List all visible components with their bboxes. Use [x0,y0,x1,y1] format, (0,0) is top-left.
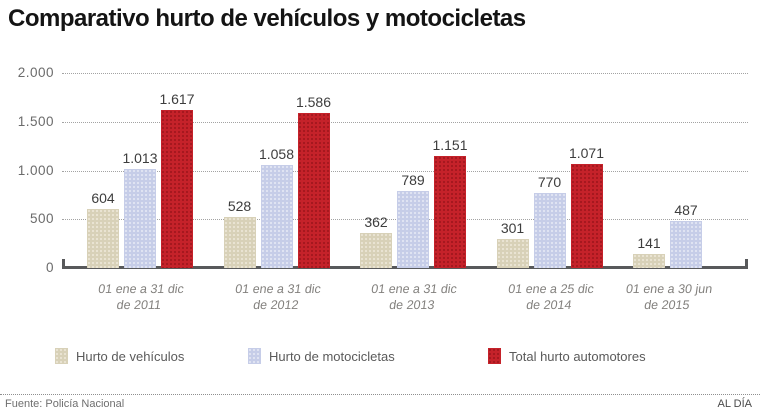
bar-value-label: 604 [91,190,115,207]
bar-vehiculos [496,238,529,268]
bar-value-label: 1.586 [295,94,332,111]
legend-label: Hurto de vehículos [76,348,185,364]
bar-total [297,113,330,268]
bar-vehiculos [360,232,392,268]
bar-vehiculos [223,216,256,268]
y-tick-label: 1.000 [17,162,54,178]
bar-total [570,163,603,268]
bar-total [161,110,193,268]
legend-swatch-vehiculos [55,348,68,364]
bar-vehiculos [87,209,119,268]
page-title: Comparativo hurto de vehículos y motocic… [8,5,526,32]
x-category-label: 01 ene a 31 dic de 2012 [233,282,322,312]
bar-value-label: 528 [227,197,252,214]
legend-item-motocicletas: Hurto de motocicletas [248,347,395,365]
bar-value-label: 789 [401,172,425,189]
gridline [62,121,748,123]
bar-motocicletas [670,220,702,268]
bar-vehiculos [633,254,665,268]
legend-label: Total hurto automotores [509,348,646,364]
bar-motocicletas [124,169,156,268]
bar-motocicletas [397,191,429,268]
legend-item-vehiculos: Hurto de vehículos [55,347,184,365]
x-category-label: 01 ene a 31 dic de 2011 [97,282,185,312]
y-tick-label: 1.500 [17,113,54,129]
bar-value-label: 1.071 [568,144,605,161]
footer-divider [0,394,760,395]
legend-swatch-motocicletas [248,348,261,364]
footer-source: Fuente: Policía Nacional [5,398,125,410]
bar-value-label: 301 [500,219,525,236]
bar-motocicletas [533,192,566,268]
y-tick-label: 0 [45,260,54,275]
bar-total [434,155,466,268]
legend-swatch-total [488,348,501,364]
bar-value-label: 1.058 [258,145,295,162]
bar-value-label: 141 [637,235,661,252]
legend-label: Hurto de motocicletas [269,348,395,364]
y-tick-label: 2.000 [17,65,54,80]
x-category-label: 01 ene a 31 dic de 2013 [370,282,458,312]
bar-motocicletas [260,164,293,268]
x-category-label: 01 ene a 30 jun de 2015 [624,282,713,312]
bar-value-label: 1.013 [122,150,158,167]
footer-brand: AL DÍA [717,398,752,410]
legend-item-total: Total hurto automotores [488,347,646,365]
axis-end-tick [62,259,65,268]
bar-value-label: 1.617 [159,91,195,108]
bar-value-label: 1.151 [432,136,468,153]
gridline [62,170,748,172]
axis-end-tick [745,259,748,268]
y-tick-label: 500 [29,211,54,227]
gridline [62,73,748,74]
bar-value-label: 362 [364,213,388,230]
bar-value-label: 487 [674,201,698,218]
bar-value-label: 770 [537,173,562,190]
